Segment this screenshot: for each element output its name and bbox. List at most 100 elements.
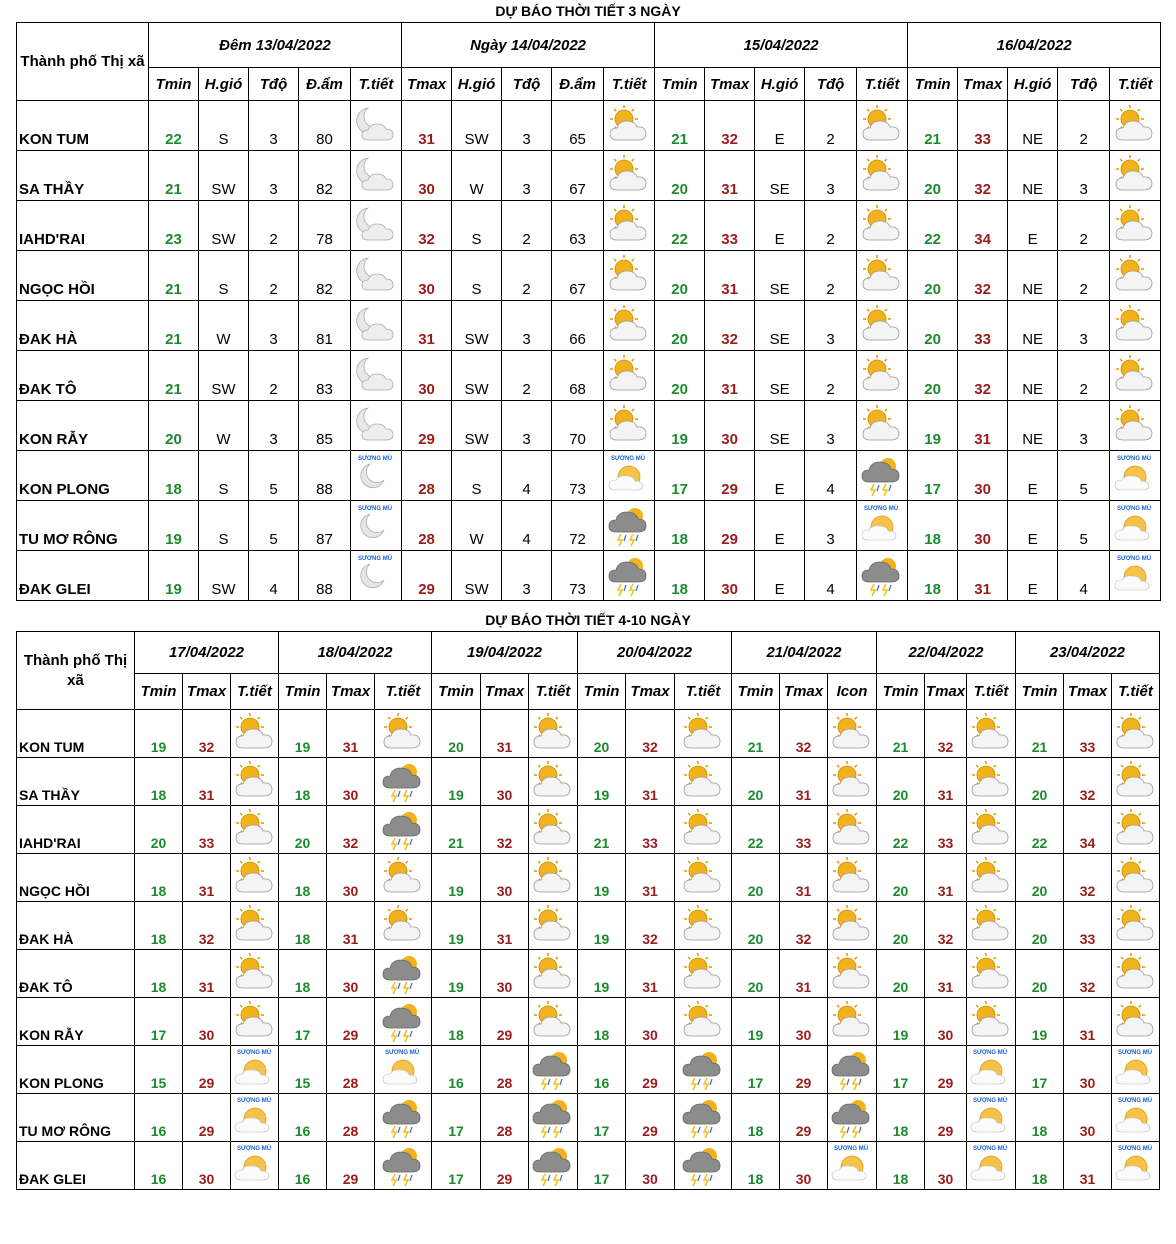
weather-cell: SƯƠNG MÙ: [1109, 450, 1162, 501]
value-cell: SW: [198, 350, 249, 401]
thunderstorm-icon: [532, 1147, 571, 1186]
tmin-cell: 18: [577, 997, 626, 1046]
weather-cell: [1109, 350, 1162, 401]
night-cloudy-icon: [356, 356, 394, 390]
weather-cell: [603, 300, 656, 351]
fog-icon: SƯƠNG MÙ: [1115, 1097, 1152, 1132]
value-cell: 29: [401, 550, 453, 601]
partly-sunny-icon: [1116, 856, 1153, 892]
weather-cell: [827, 901, 877, 950]
weather-cell: SƯƠNG MÙ: [230, 1093, 279, 1142]
value-cell: 3: [501, 150, 553, 201]
value-cell: 72: [551, 500, 605, 551]
weather-cell: [374, 901, 432, 950]
date-header: 21/04/2022: [731, 631, 877, 674]
city-name: ĐAK HÀ: [16, 901, 135, 950]
value-cell: 65: [551, 100, 605, 151]
column-header: Icon: [827, 673, 877, 710]
value-cell: E: [754, 500, 806, 551]
partly-sunny-icon: [1116, 808, 1153, 844]
tmin-cell: 19: [731, 997, 780, 1046]
weather-cell: [827, 949, 877, 998]
partly-sunny-icon: [533, 1000, 571, 1036]
svg-text:SƯƠNG MÙ: SƯƠNG MÙ: [358, 455, 392, 462]
tmax-cell: 32: [1063, 757, 1112, 806]
partly-sunny-icon: [235, 904, 272, 940]
weather-cell: [674, 1141, 732, 1190]
tmin-cell: 19: [577, 757, 626, 806]
night-cloudy-icon: [356, 206, 394, 240]
value-cell: 4: [804, 450, 858, 501]
tmin-cell: 19: [577, 949, 626, 998]
night-cloudy-icon: [356, 306, 394, 340]
value-cell: 82: [298, 250, 351, 301]
tmin-cell: 20: [134, 805, 183, 854]
tmax-cell: 31: [625, 853, 675, 902]
night-cloudy-icon: [356, 406, 394, 440]
table2-title: DỰ BÁO THỜI TIẾT 4-10 NGÀY: [485, 612, 691, 628]
weather-cell: SƯƠNG MÙ: [966, 1141, 1016, 1190]
column-header: Tđộ: [804, 67, 858, 101]
column-header: H.gió: [198, 67, 249, 101]
tmin-cell: 18: [876, 1141, 925, 1190]
tmax-cell: 31: [924, 949, 967, 998]
value-cell: 4: [501, 450, 553, 501]
value-cell: 31: [957, 550, 1009, 601]
tmax-cell: 31: [182, 853, 231, 902]
tmin-cell: 19: [278, 709, 327, 758]
value-cell: SE: [754, 350, 806, 401]
weather-cell: [528, 949, 578, 998]
column-header: Tmax: [480, 673, 529, 710]
partly-sunny-icon: [1115, 354, 1153, 390]
column-header: Tmin: [1015, 673, 1064, 710]
tmin-cell: 18: [278, 757, 327, 806]
value-cell: SE: [754, 250, 806, 301]
tmax-cell: 33: [1063, 901, 1112, 950]
weather-cell: [966, 805, 1016, 854]
column-header: Tmax: [779, 673, 828, 710]
weather-cell: [827, 853, 877, 902]
tmin-cell: 19: [876, 997, 925, 1046]
weather-cell: [603, 150, 656, 201]
column-header: Tmin: [731, 673, 780, 710]
partly-sunny-icon: [383, 712, 421, 748]
weather-cell: [603, 550, 656, 601]
value-cell: 21: [148, 250, 199, 301]
tmin-cell: 19: [577, 901, 626, 950]
weather-cell: [528, 1141, 578, 1190]
partly-sunny-icon: [235, 808, 272, 844]
value-cell: 33: [704, 200, 756, 251]
tmin-cell: 21: [876, 709, 925, 758]
partly-sunny-icon: [235, 952, 272, 988]
thunderstorm-icon: [382, 763, 421, 802]
value-cell: E: [1007, 550, 1059, 601]
value-cell: 5: [1057, 450, 1111, 501]
value-cell: 2: [248, 250, 299, 301]
tmin-cell: 17: [577, 1093, 626, 1142]
tmax-cell: 31: [1063, 997, 1112, 1046]
partly-sunny-icon: [832, 952, 870, 988]
tmax-cell: 32: [625, 901, 675, 950]
tmax-cell: 30: [480, 757, 529, 806]
weather-cell: [966, 709, 1016, 758]
night-cloudy-icon: [356, 256, 394, 290]
value-cell: 3: [804, 150, 858, 201]
partly-sunny-icon: [1115, 254, 1153, 290]
partly-sunny-icon: [1115, 304, 1153, 340]
city-name: NGỌC HỒI: [16, 853, 135, 902]
value-cell: 70: [551, 400, 605, 451]
weather-cell: [674, 901, 732, 950]
value-cell: 32: [957, 150, 1009, 201]
weather-cell: [674, 757, 732, 806]
weather-cell: [374, 949, 432, 998]
column-header: T.tiết: [349, 67, 403, 101]
tmax-cell: 29: [182, 1093, 231, 1142]
table-row: IAHD'RAI 23 SW 2 78 32 S 2 63 22 33 E 2 22 34 E 2: [16, 200, 1162, 251]
partly-sunny-icon: [832, 808, 870, 844]
value-cell: 20: [907, 250, 959, 301]
tmax-cell: 30: [182, 1141, 231, 1190]
tmax-cell: 28: [326, 1093, 375, 1142]
thunderstorm-icon: [831, 1051, 870, 1090]
tmax-cell: 30: [480, 949, 529, 998]
column-header: T.tiết: [374, 673, 432, 710]
